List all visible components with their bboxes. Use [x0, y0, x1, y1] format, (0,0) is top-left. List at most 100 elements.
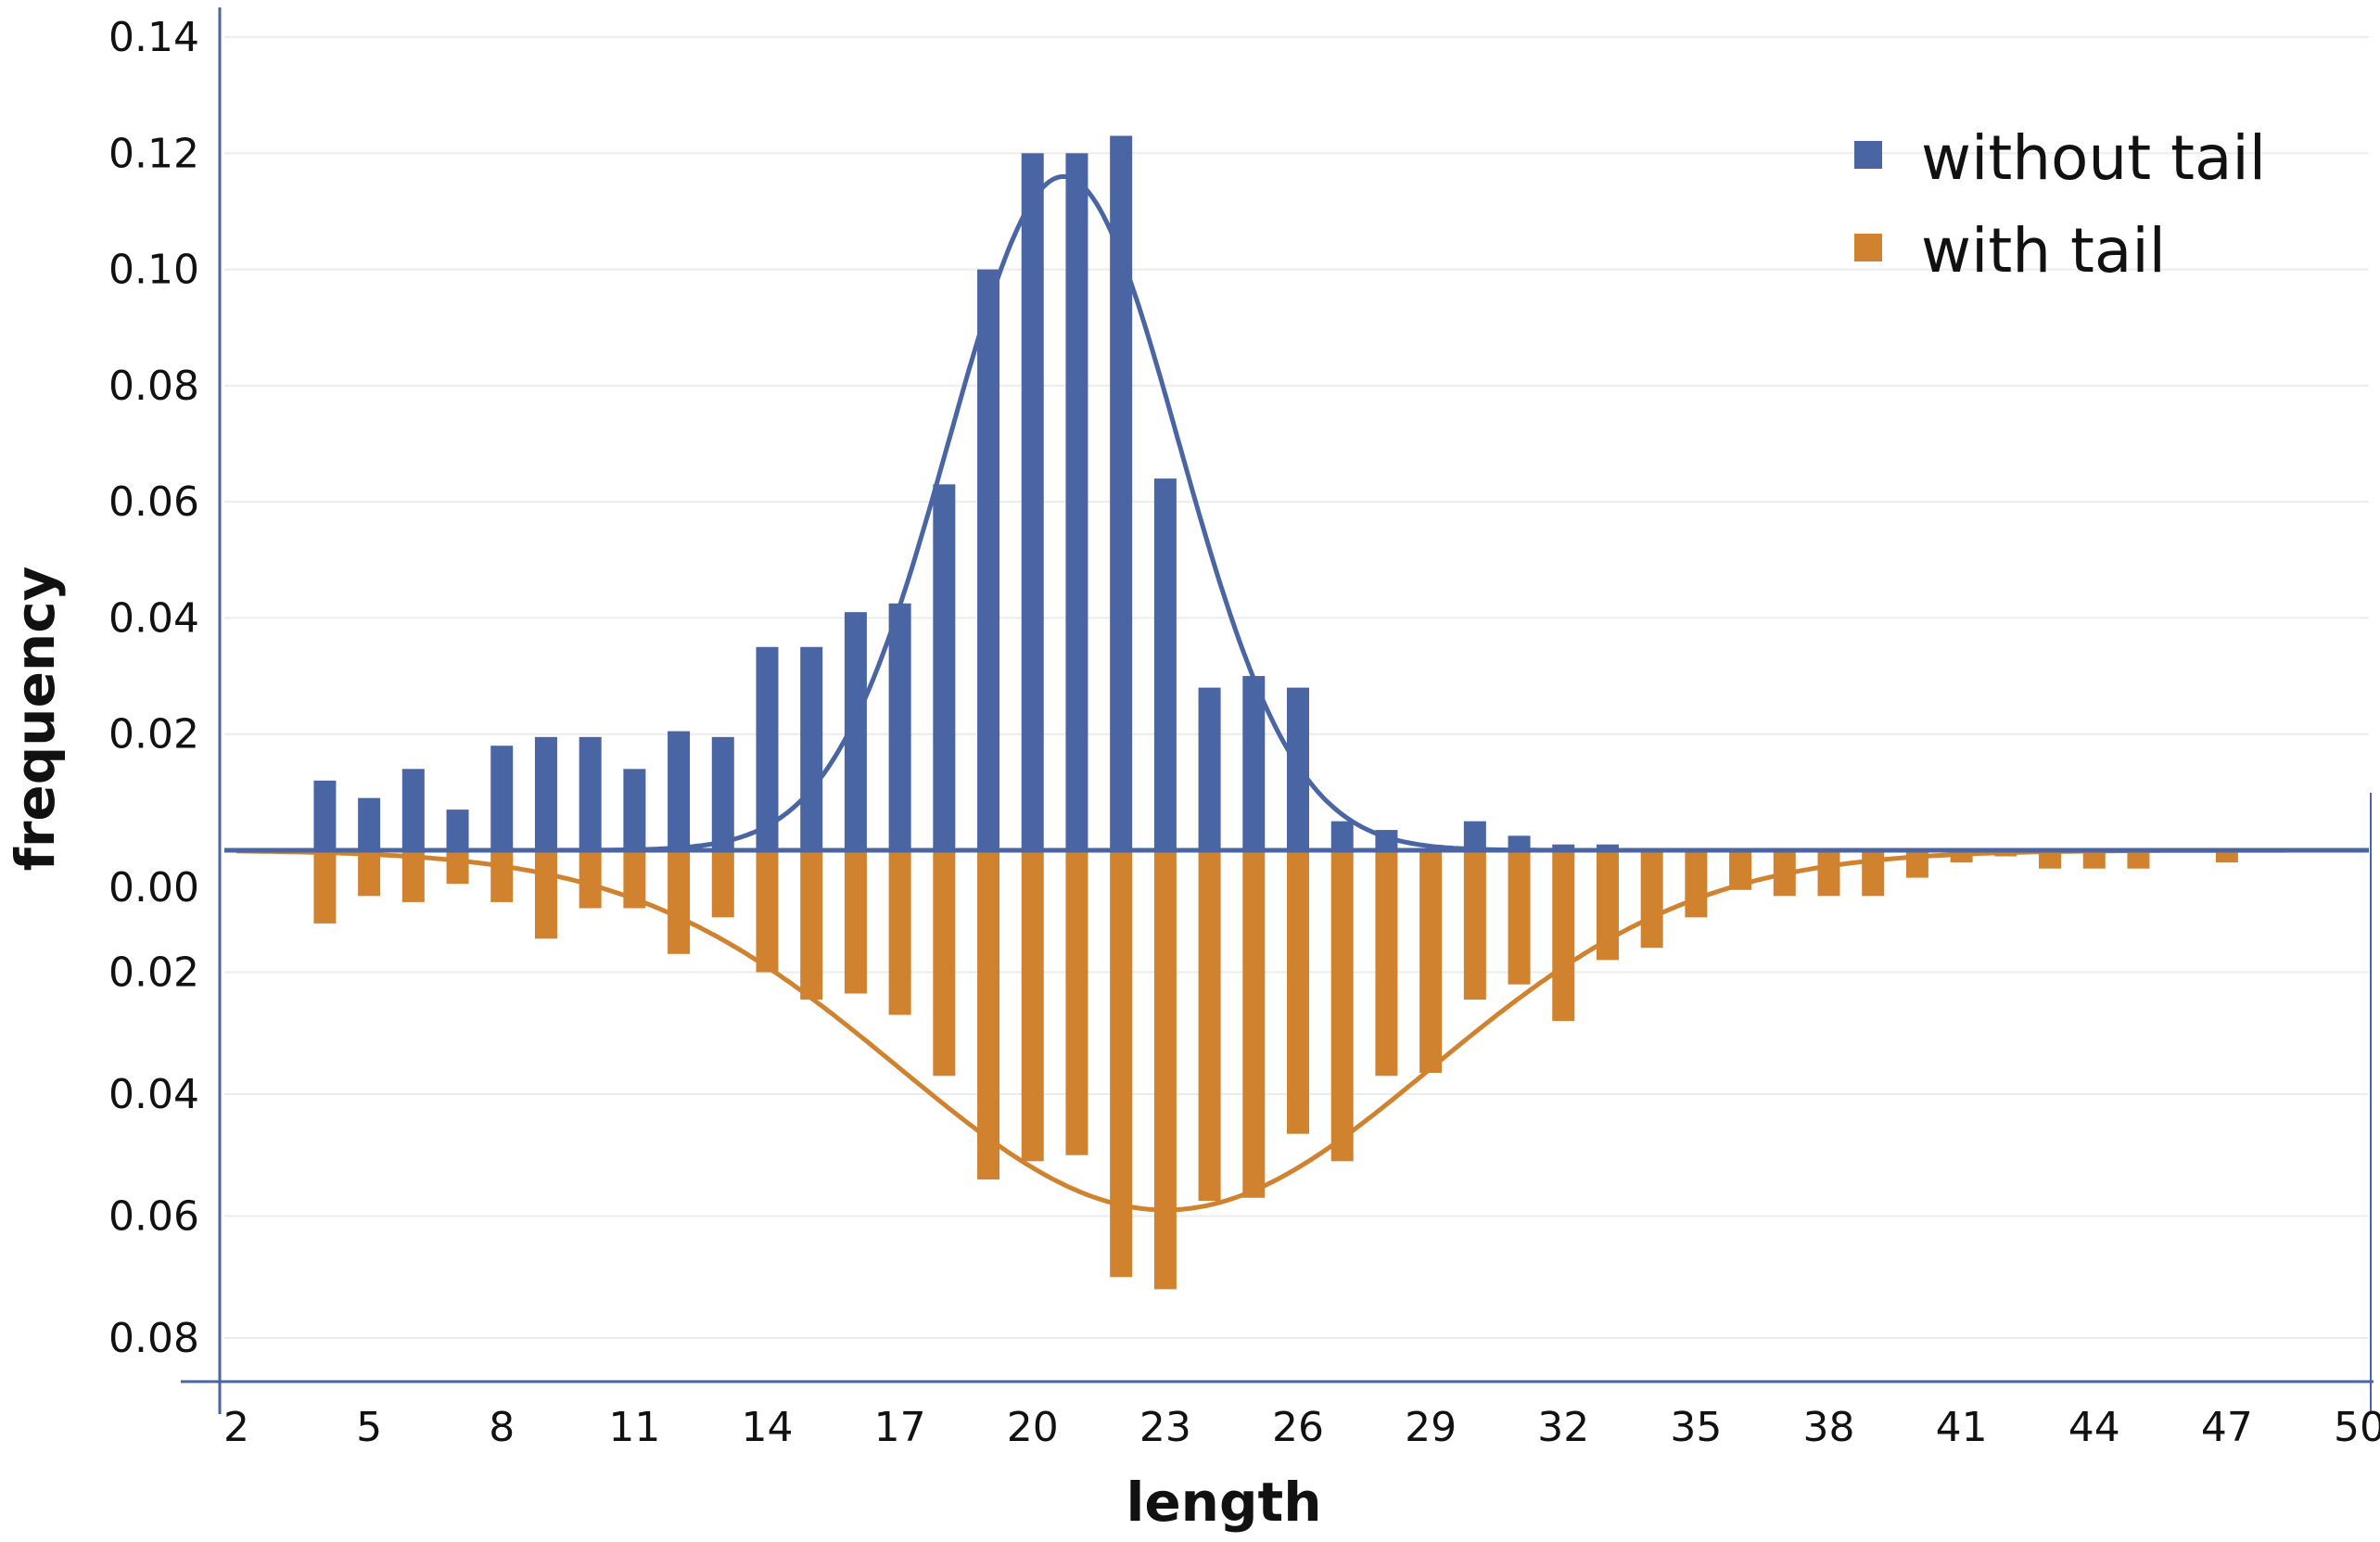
bar-with-tail — [1552, 850, 1575, 1022]
bar-with-tail — [579, 850, 602, 909]
legend: without tail with tail — [1854, 122, 2266, 287]
bar-with-tail — [711, 850, 734, 918]
y-tick-label-lower: 0.06 — [108, 1193, 199, 1241]
bar-without-tail — [1153, 478, 1177, 850]
bar-with-tail — [446, 850, 469, 885]
x-tick-label: 23 — [1139, 1404, 1191, 1451]
grid — [224, 36, 2369, 1339]
bar-without-tail — [1110, 135, 1133, 850]
bar-without-tail — [579, 736, 602, 850]
x-axis-title: length — [1126, 1471, 1321, 1534]
bar-with-tail — [1065, 850, 1088, 1155]
bar-with-tail — [1110, 850, 1133, 1278]
bar-with-tail — [2039, 850, 2062, 869]
bars — [313, 135, 2238, 1290]
bar-without-tail — [313, 780, 337, 850]
y-tick-label-lower: 0.00 — [108, 864, 199, 911]
bar-with-tail — [2215, 850, 2238, 863]
y-axis-title: frequency — [4, 567, 67, 872]
x-tick-label: 11 — [608, 1404, 660, 1451]
legend-label-without-tail: without tail — [1921, 122, 2266, 194]
bar-without-tail — [1242, 676, 1266, 850]
bar-without-tail — [756, 646, 779, 850]
bar-with-tail — [1287, 850, 1309, 1134]
bar-without-tail — [1330, 821, 1354, 850]
bar-without-tail — [401, 769, 425, 850]
bar-without-tail — [1552, 844, 1575, 850]
bar-without-tail — [1065, 153, 1088, 851]
bar-with-tail — [490, 850, 514, 902]
legend-swatch-with-tail — [1854, 234, 1882, 261]
bar-without-tail — [1508, 835, 1531, 850]
y-tick-label-upper: 0.04 — [108, 594, 199, 642]
x-tick-label: 14 — [742, 1404, 794, 1451]
bar-without-tail — [1021, 153, 1044, 851]
bar-with-tail — [1685, 850, 1708, 918]
bar-with-tail — [844, 850, 867, 994]
x-tick-label: 2 — [223, 1404, 249, 1451]
y-tick-label-upper: 0.02 — [108, 711, 199, 758]
bar-with-tail — [534, 850, 557, 939]
bar-without-tail — [800, 646, 823, 850]
bar-without-tail — [1463, 821, 1486, 850]
x-tick-label: 35 — [1670, 1404, 1722, 1451]
bar-with-tail — [1463, 850, 1486, 1000]
axes — [181, 7, 2374, 1414]
y-tick-label-upper: 0.10 — [108, 247, 199, 294]
bar-with-tail — [1817, 850, 1840, 897]
x-tick-label: 41 — [1936, 1404, 1988, 1451]
bar-with-tail — [1640, 850, 1663, 949]
bar-with-tail — [1242, 850, 1266, 1198]
bar-with-tail — [933, 850, 956, 1077]
y-tick-label-upper: 0.06 — [108, 478, 199, 526]
x-tick-label: 5 — [356, 1404, 382, 1451]
x-tick-label: 17 — [874, 1404, 926, 1451]
bar-without-tail — [490, 746, 514, 850]
fit-curve-with-tail — [235, 847, 2360, 1213]
tick-labels: 0.14 0.12 0.10 0.08 0.06 0.04 0.02 0.00 0.02 0.04… — [108, 14, 2380, 1451]
x-tick-label: 29 — [1405, 1404, 1457, 1451]
bar-without-tail — [668, 731, 691, 850]
x-tick-label: 8 — [489, 1404, 515, 1451]
bar-with-tail — [1419, 850, 1443, 1073]
x-tick-label: 50 — [2334, 1404, 2380, 1451]
bar-with-tail — [2127, 850, 2150, 869]
y-tick-label-upper: 0.14 — [108, 14, 199, 61]
legend-label-with-tail: with tail — [1921, 215, 2166, 287]
bar-with-tail — [1862, 850, 1885, 897]
y-tick-label-upper: 0.12 — [108, 130, 199, 177]
bar-with-tail — [358, 850, 381, 897]
bar-without-tail — [446, 809, 469, 850]
bar-with-tail — [1330, 850, 1354, 1162]
y-tick-label-lower: 0.02 — [108, 949, 199, 997]
x-tick-label: 32 — [1537, 1404, 1589, 1451]
y-tick-label-lower: 0.04 — [108, 1071, 199, 1118]
bar-without-tail — [888, 603, 911, 850]
bar-with-tail — [668, 850, 691, 954]
bar-without-tail — [977, 269, 1000, 851]
bar-with-tail — [313, 850, 337, 924]
bar-without-tail — [711, 736, 734, 850]
bar-with-tail — [2082, 850, 2106, 869]
x-tick-label: 44 — [2068, 1404, 2120, 1451]
y-tick-label-lower: 0.08 — [108, 1315, 199, 1362]
bar-with-tail — [977, 850, 1000, 1180]
legend-swatch-without-tail — [1854, 141, 1882, 169]
bar-with-tail — [1375, 850, 1398, 1077]
bar-with-tail — [756, 850, 779, 973]
y-tick-label-upper: 0.08 — [108, 363, 199, 410]
bar-with-tail — [1021, 850, 1044, 1162]
bar-with-tail — [1198, 850, 1221, 1202]
bar-without-tail — [933, 484, 956, 850]
bar-with-tail — [800, 850, 823, 1000]
bar-without-tail — [1198, 687, 1221, 850]
bar-without-tail — [534, 736, 557, 850]
x-tick-label: 26 — [1272, 1404, 1324, 1451]
x-tick-label: 20 — [1007, 1404, 1059, 1451]
bar-without-tail — [1596, 844, 1619, 850]
bar-without-tail — [623, 769, 646, 850]
x-tick-label: 38 — [1803, 1404, 1855, 1451]
bar-with-tail — [888, 850, 911, 1015]
